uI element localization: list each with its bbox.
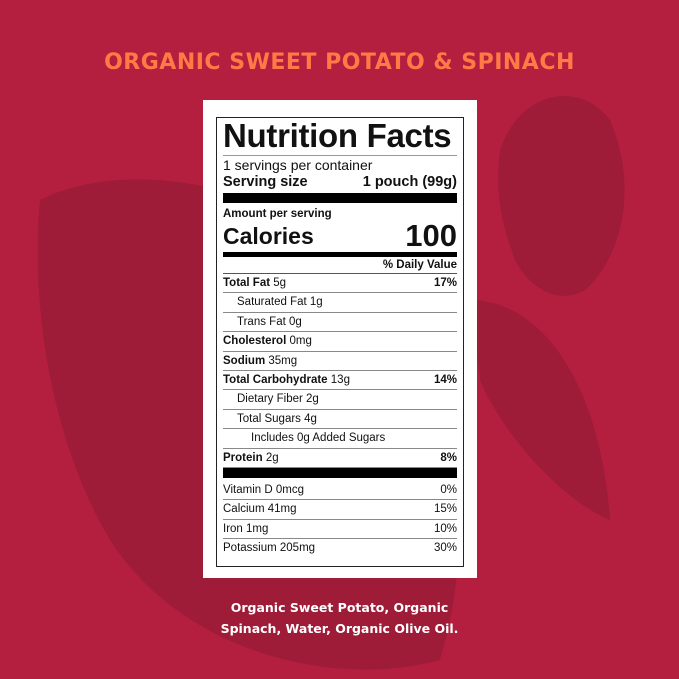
nutrient-row: Total Fat 5g 17% (223, 274, 457, 294)
vitamin-dv: 10% (433, 522, 457, 535)
nutrition-facts-label: Nutrition Facts 1 servings per container… (216, 117, 464, 567)
nutrient-name: Total Fat 5g (223, 277, 287, 289)
nutrient-name: Dietary Fiber 2g (237, 393, 319, 406)
divider-thick (223, 467, 457, 478)
vitamin-name: Calcium 41mg (223, 503, 297, 516)
serving-size-value: 1 pouch (99g) (362, 174, 457, 190)
ingredients-line: Spinach, Water, Organic Olive Oil. (220, 621, 459, 636)
vitamin-dv: 0% (440, 483, 457, 496)
vitamin-row: Iron 1mg 10% (223, 520, 457, 540)
nutrient-name: Cholesterol 0mg (223, 335, 312, 348)
label-heading: Nutrition Facts (223, 118, 457, 156)
vitamin-row: Calcium 41mg 15% (223, 500, 457, 520)
vitamin-name: Iron 1mg (223, 522, 269, 535)
ingredients-line: Organic Sweet Potato, Organic (230, 600, 449, 615)
nutrient-name: Includes 0g Added Sugars (251, 432, 386, 445)
vitamin-name: Vitamin D 0mcg (223, 483, 304, 496)
daily-value-header: % Daily Value (223, 257, 457, 274)
vitamin-dv: 30% (433, 542, 457, 555)
vitamin-name: Potassium 205mg (223, 542, 316, 555)
vitamin-row: Potassium 205mg 30% (223, 539, 457, 558)
nutrient-name: Sodium 35mg (223, 354, 298, 367)
nutrient-row: Total Carbohydrate 13g 14% (223, 371, 457, 391)
nutrient-row: Dietary Fiber 2g (223, 390, 457, 410)
nutrition-card: Nutrition Facts 1 servings per container… (203, 100, 477, 578)
divider-thick (223, 193, 457, 203)
nutrient-dv: 17% (433, 277, 457, 289)
calories-label: Calories (223, 223, 314, 249)
vitamin-dv: 15% (433, 503, 457, 516)
nutrient-row: Trans Fat 0g (223, 313, 457, 333)
nutrient-name: Total Sugars 4g (237, 412, 317, 425)
nutrient-row: Protein 2g 8% (223, 449, 457, 468)
amount-per-serving: Amount per serving (223, 208, 332, 220)
nutrient-dv: 8% (440, 451, 457, 464)
ingredients: Organic Sweet Potato, Organic Spinach, W… (0, 597, 679, 639)
serving-size: Serving size 1 pouch (99g) (223, 173, 457, 191)
serving-size-label: Serving size (223, 174, 308, 190)
product-title: ORGANIC SWEET POTATO & SPINACH (104, 50, 575, 75)
servings-per-container: 1 servings per container (223, 157, 373, 173)
nutrient-name: Saturated Fat 1g (237, 296, 323, 309)
calories-value: 100 (405, 218, 457, 253)
nutrient-dv: 14% (433, 373, 457, 386)
nutrient-row: Sodium 35mg (223, 352, 457, 371)
nutrient-name: Total Carbohydrate 13g (223, 373, 350, 386)
nutrient-name: Protein 2g (223, 451, 279, 464)
nutrient-row: Includes 0g Added Sugars (223, 429, 457, 449)
vitamin-row: Vitamin D 0mcg 0% (223, 481, 457, 501)
calories: Calories 100 (223, 218, 457, 257)
nutrient-name: Trans Fat 0g (237, 315, 302, 328)
nutrient-row: Saturated Fat 1g (223, 293, 457, 313)
nutrient-row: Total Sugars 4g (223, 410, 457, 430)
nutrient-row: Cholesterol 0mg (223, 332, 457, 352)
